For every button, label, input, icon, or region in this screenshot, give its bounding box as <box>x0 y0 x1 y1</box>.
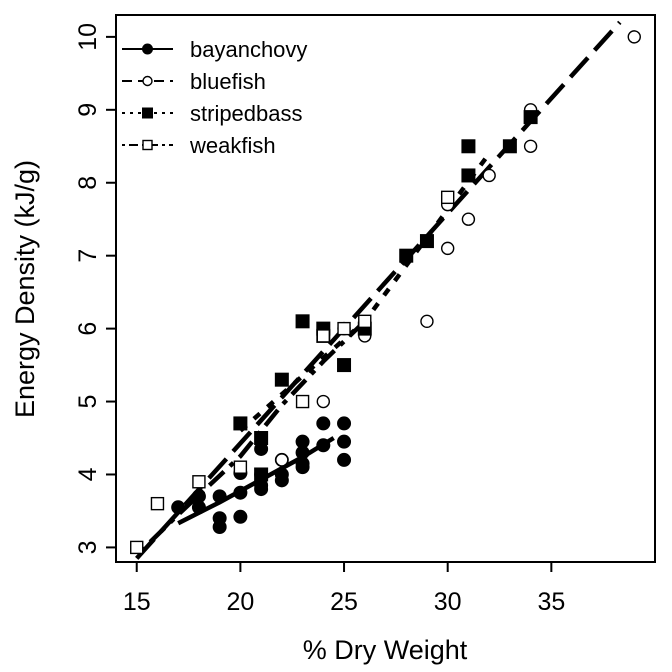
point-bayanchovy <box>212 511 227 526</box>
point-bayanchovy <box>274 467 289 482</box>
fit-line-weakfish <box>139 319 367 553</box>
legend-label-stripedbass: stripedbass <box>190 101 303 126</box>
point-bluefish <box>440 241 455 256</box>
x-tick-label: 20 <box>226 588 254 616</box>
point-weakfish <box>295 394 310 409</box>
point-bayanchovy <box>316 438 331 453</box>
point-weakfish <box>440 190 455 205</box>
legend-label-bluefish: bluefish <box>190 69 266 94</box>
point-bayanchovy <box>191 489 206 504</box>
point-bayanchovy <box>337 434 352 449</box>
point-bluefish <box>627 30 641 44</box>
point-stripedbass <box>502 139 517 154</box>
point-stripedbass <box>419 234 434 249</box>
point-weakfish <box>233 460 248 474</box>
x-tick-label: 25 <box>330 588 358 616</box>
y-tick-label: 5 <box>74 395 102 409</box>
y-tick-label: 6 <box>74 322 102 336</box>
y-tick-label: 3 <box>74 540 102 554</box>
x-tick-label: 35 <box>537 588 565 616</box>
point-stripedbass <box>523 110 538 125</box>
legend-marker-bluefish <box>142 75 153 87</box>
point-bayanchovy <box>171 500 186 515</box>
point-bluefish <box>420 314 434 329</box>
point-stripedbass <box>295 314 310 329</box>
point-weakfish <box>358 314 372 329</box>
legend: bayanchovy bluefish stripedbass weakfish <box>122 37 307 158</box>
point-weakfish <box>337 321 351 336</box>
legend-label-weakfish: weakfish <box>189 133 276 158</box>
y-axis: 3 4 5 6 7 8 9 10 <box>74 23 117 554</box>
y-tick-label: 9 <box>74 103 102 117</box>
point-bayanchovy <box>295 434 310 449</box>
point-bayanchovy <box>337 452 352 467</box>
point-bluefish <box>482 168 496 183</box>
legend-label-bayanchovy: bayanchovy <box>190 37 307 62</box>
y-tick-label: 8 <box>74 176 102 190</box>
fit-line-bluefish <box>135 20 622 560</box>
x-tick-label: 15 <box>123 588 151 616</box>
point-bayanchovy <box>233 509 248 524</box>
point-weakfish <box>192 475 206 489</box>
x-axis-title: % Dry Weight <box>303 635 468 665</box>
point-bluefish <box>523 139 538 153</box>
point-stripedbass <box>461 139 476 154</box>
point-weakfish <box>316 329 331 343</box>
legend-marker-stripedbass <box>142 107 153 119</box>
x-tick-label: 30 <box>434 588 462 616</box>
y-tick-label: 10 <box>74 23 102 51</box>
point-stripedbass <box>254 431 269 446</box>
x-axis: 15 20 25 30 35 <box>123 561 565 616</box>
point-bayanchovy <box>337 416 352 431</box>
point-bluefish <box>461 212 476 226</box>
y-axis-title: Energy Density (kJ/g) <box>10 160 40 418</box>
point-weakfish <box>150 496 165 511</box>
point-stripedbass <box>274 372 289 387</box>
point-bayanchovy <box>212 489 227 504</box>
legend-marker-bayanchovy <box>142 43 153 55</box>
y-tick-label: 7 <box>74 249 102 263</box>
point-bluefish <box>316 394 331 409</box>
y-tick-label: 4 <box>74 467 102 481</box>
point-stripedbass <box>233 416 248 431</box>
point-bayanchovy <box>316 416 331 431</box>
data-points <box>130 30 641 555</box>
point-stripedbass <box>337 358 352 373</box>
point-stripedbass <box>461 168 476 183</box>
legend-marker-weakfish <box>142 139 153 151</box>
point-weakfish <box>130 540 144 555</box>
point-bluefish <box>275 453 289 467</box>
point-stripedbass <box>399 248 414 263</box>
point-bayanchovy <box>233 485 248 500</box>
point-stripedbass <box>254 467 269 482</box>
